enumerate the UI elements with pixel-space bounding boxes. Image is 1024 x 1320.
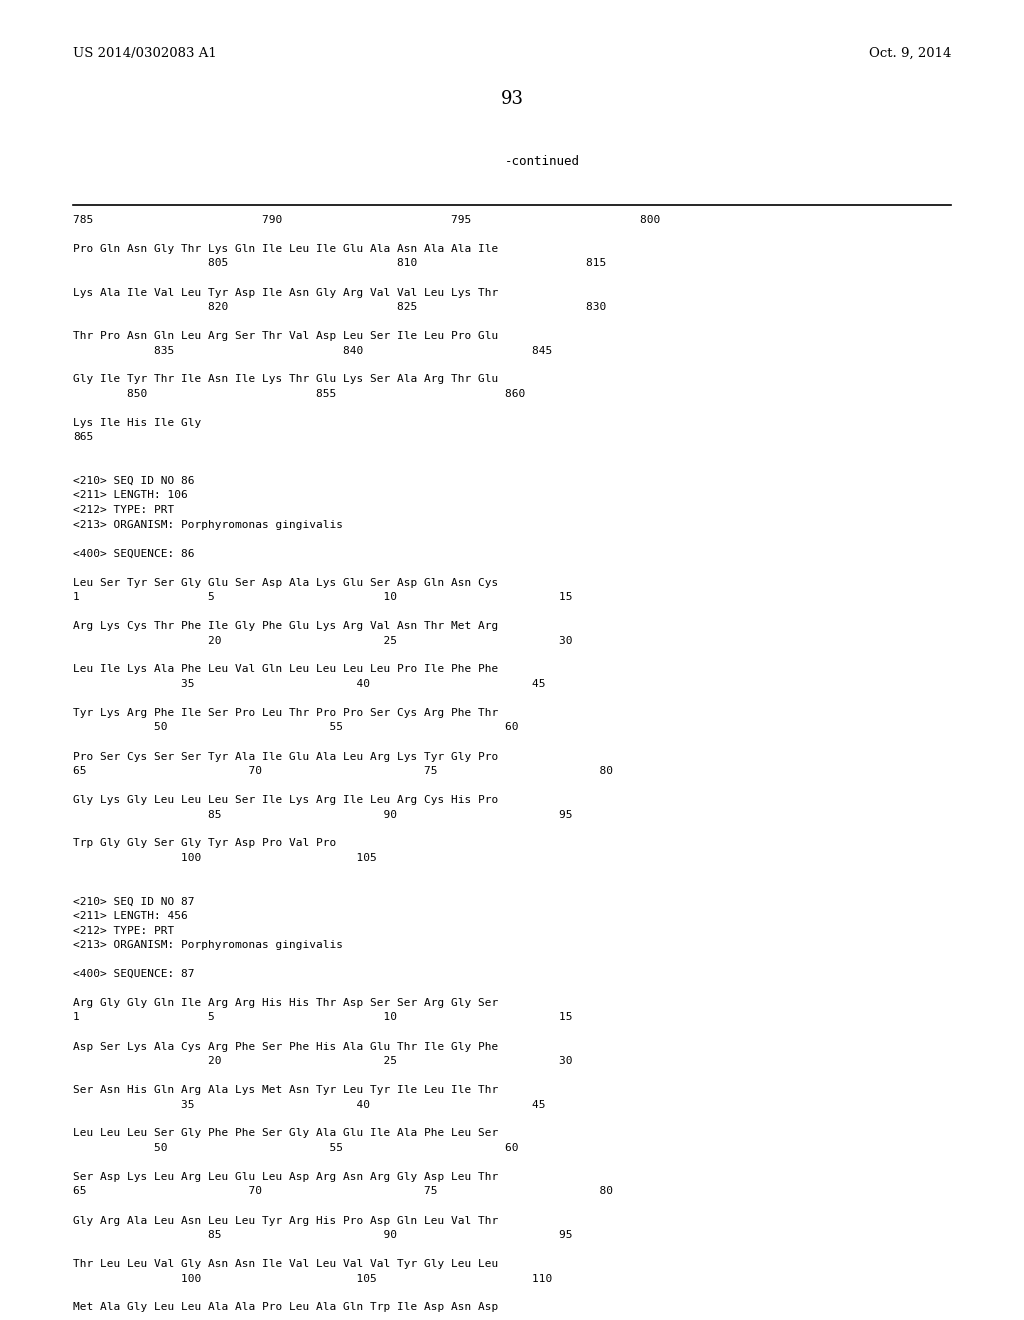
Text: Pro Ser Cys Ser Ser Tyr Ala Ile Glu Ala Leu Arg Lys Tyr Gly Pro: Pro Ser Cys Ser Ser Tyr Ala Ile Glu Ala … [73,751,499,762]
Text: Tyr Lys Arg Phe Ile Ser Pro Leu Thr Pro Pro Ser Cys Arg Phe Thr: Tyr Lys Arg Phe Ile Ser Pro Leu Thr Pro … [73,708,499,718]
Text: Oct. 9, 2014: Oct. 9, 2014 [868,48,951,59]
Text: 20                        25                        30: 20 25 30 [73,1056,572,1067]
Text: Leu Ile Lys Ala Phe Leu Val Gln Leu Leu Leu Leu Pro Ile Phe Phe: Leu Ile Lys Ala Phe Leu Val Gln Leu Leu … [73,664,499,675]
Text: Trp Gly Gly Ser Gly Tyr Asp Pro Val Pro: Trp Gly Gly Ser Gly Tyr Asp Pro Val Pro [73,838,336,849]
Text: Thr Pro Asn Gln Leu Arg Ser Thr Val Asp Leu Ser Ile Leu Pro Glu: Thr Pro Asn Gln Leu Arg Ser Thr Val Asp … [73,331,499,341]
Text: 835                         840                         845: 835 840 845 [73,346,552,355]
Text: Thr Leu Leu Val Gly Asn Asn Ile Val Leu Val Val Tyr Gly Leu Leu: Thr Leu Leu Val Gly Asn Asn Ile Val Leu … [73,1259,499,1269]
Text: US 2014/0302083 A1: US 2014/0302083 A1 [73,48,217,59]
Text: Gly Arg Ala Leu Asn Leu Leu Tyr Arg His Pro Asp Gln Leu Val Thr: Gly Arg Ala Leu Asn Leu Leu Tyr Arg His … [73,1216,499,1225]
Text: <210> SEQ ID NO 87: <210> SEQ ID NO 87 [73,896,195,907]
Text: 50                        55                        60: 50 55 60 [73,1143,518,1152]
Text: 35                        40                        45: 35 40 45 [73,1100,546,1110]
Text: <400> SEQUENCE: 86: <400> SEQUENCE: 86 [73,549,195,558]
Text: 865: 865 [73,433,93,442]
Text: 100                       105: 100 105 [73,853,377,863]
Text: Lys Ile His Ile Gly: Lys Ile His Ile Gly [73,418,202,428]
Text: 50                        55                        60: 50 55 60 [73,722,518,733]
Text: <211> LENGTH: 456: <211> LENGTH: 456 [73,911,187,921]
Text: 805                         810                         815: 805 810 815 [73,259,606,268]
Text: 93: 93 [501,90,523,108]
Text: 1                   5                         10                        15: 1 5 10 15 [73,1012,572,1023]
Text: 1                   5                         10                        15: 1 5 10 15 [73,591,572,602]
Text: 820                         825                         830: 820 825 830 [73,302,606,312]
Text: Ser Asp Lys Leu Arg Leu Glu Leu Asp Arg Asn Arg Gly Asp Leu Thr: Ser Asp Lys Leu Arg Leu Glu Leu Asp Arg … [73,1172,499,1181]
Text: Met Ala Gly Leu Leu Ala Ala Pro Leu Ala Gln Trp Ile Asp Asn Asp: Met Ala Gly Leu Leu Ala Ala Pro Leu Ala … [73,1303,499,1312]
Text: <213> ORGANISM: Porphyromonas gingivalis: <213> ORGANISM: Porphyromonas gingivalis [73,940,343,950]
Text: <211> LENGTH: 106: <211> LENGTH: 106 [73,491,187,500]
Text: 85                        90                        95: 85 90 95 [73,1230,572,1239]
Text: 65                        70                        75                        80: 65 70 75 80 [73,766,613,776]
Text: <400> SEQUENCE: 87: <400> SEQUENCE: 87 [73,969,195,979]
Text: 65                        70                        75                        80: 65 70 75 80 [73,1187,613,1196]
Text: Pro Gln Asn Gly Thr Lys Gln Ile Leu Ile Glu Ala Asn Ala Ala Ile: Pro Gln Asn Gly Thr Lys Gln Ile Leu Ile … [73,244,499,253]
Text: Leu Ser Tyr Ser Gly Glu Ser Asp Ala Lys Glu Ser Asp Gln Asn Cys: Leu Ser Tyr Ser Gly Glu Ser Asp Ala Lys … [73,578,499,587]
Text: Asp Ser Lys Ala Cys Arg Phe Ser Phe His Ala Glu Thr Ile Gly Phe: Asp Ser Lys Ala Cys Arg Phe Ser Phe His … [73,1041,499,1052]
Text: Ser Asn His Gln Arg Ala Lys Met Asn Tyr Leu Tyr Ile Leu Ile Thr: Ser Asn His Gln Arg Ala Lys Met Asn Tyr … [73,1085,499,1096]
Text: <212> TYPE: PRT: <212> TYPE: PRT [73,506,174,515]
Text: -continued: -continued [505,154,581,168]
Text: Gly Ile Tyr Thr Ile Asn Ile Lys Thr Glu Lys Ser Ala Arg Thr Glu: Gly Ile Tyr Thr Ile Asn Ile Lys Thr Glu … [73,375,499,384]
Text: Leu Leu Leu Ser Gly Phe Phe Ser Gly Ala Glu Ile Ala Phe Leu Ser: Leu Leu Leu Ser Gly Phe Phe Ser Gly Ala … [73,1129,499,1138]
Text: 85                        90                        95: 85 90 95 [73,809,572,820]
Text: Arg Gly Gly Gln Ile Arg Arg His His Thr Asp Ser Ser Arg Gly Ser: Arg Gly Gly Gln Ile Arg Arg His His Thr … [73,998,499,1008]
Text: Gly Lys Gly Leu Leu Leu Ser Ile Lys Arg Ile Leu Arg Cys His Pro: Gly Lys Gly Leu Leu Leu Ser Ile Lys Arg … [73,795,499,805]
Text: 100                       105                       110: 100 105 110 [73,1274,552,1283]
Text: <210> SEQ ID NO 86: <210> SEQ ID NO 86 [73,477,195,486]
Text: 785                         790                         795                     : 785 790 795 [73,215,660,224]
Text: <212> TYPE: PRT: <212> TYPE: PRT [73,925,174,936]
Text: <213> ORGANISM: Porphyromonas gingivalis: <213> ORGANISM: Porphyromonas gingivalis [73,520,343,529]
Text: 20                        25                        30: 20 25 30 [73,635,572,645]
Text: 35                        40                        45: 35 40 45 [73,678,546,689]
Text: Arg Lys Cys Thr Phe Ile Gly Phe Glu Lys Arg Val Asn Thr Met Arg: Arg Lys Cys Thr Phe Ile Gly Phe Glu Lys … [73,620,499,631]
Text: 850                         855                         860: 850 855 860 [73,389,525,399]
Text: Lys Ala Ile Val Leu Tyr Asp Ile Asn Gly Arg Val Val Leu Lys Thr: Lys Ala Ile Val Leu Tyr Asp Ile Asn Gly … [73,288,499,297]
